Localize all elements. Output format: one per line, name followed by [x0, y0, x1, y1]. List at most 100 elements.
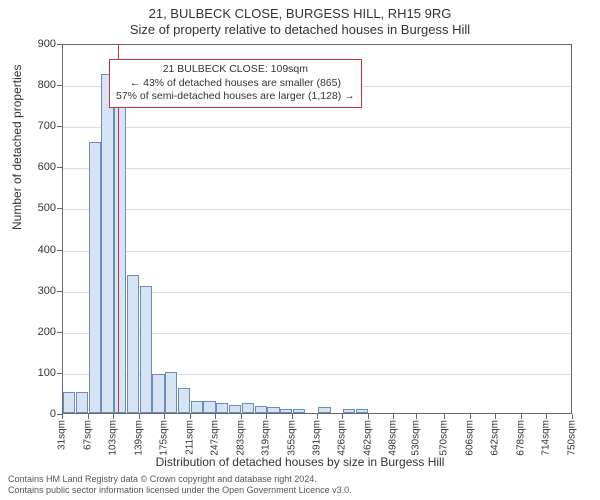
title-address: 21, BULBECK CLOSE, BURGESS HILL, RH15 9R…: [0, 6, 600, 22]
y-tick-label: 0: [16, 408, 56, 420]
histogram-bar: [203, 401, 215, 413]
x-tick-mark: [317, 414, 318, 419]
histogram-bar: [280, 409, 292, 413]
x-tick-mark: [62, 414, 63, 419]
title-subtitle: Size of property relative to detached ho…: [0, 22, 600, 38]
histogram-bar: [165, 372, 177, 413]
gridline: [63, 209, 571, 210]
x-tick-label: 31sqm: [57, 420, 68, 450]
x-tick-label: 211sqm: [184, 420, 195, 455]
footer: Contains HM Land Registry data © Crown c…: [8, 474, 352, 497]
annotation-line: ← 43% of detached houses are smaller (86…: [116, 77, 355, 91]
x-tick-mark: [215, 414, 216, 419]
x-tick-mark: [190, 414, 191, 419]
x-tick-mark: [521, 414, 522, 419]
y-tick-mark: [57, 126, 62, 127]
histogram-bar: [293, 409, 305, 413]
y-tick-mark: [57, 332, 62, 333]
histogram-bar: [101, 74, 113, 413]
x-tick-mark: [139, 414, 140, 419]
x-tick-mark: [368, 414, 369, 419]
x-tick-label: 247sqm: [210, 420, 221, 456]
histogram-bar: [255, 406, 267, 413]
x-tick-label: 642sqm: [490, 420, 501, 456]
y-tick-label: 400: [16, 244, 56, 256]
histogram-bar: [89, 142, 101, 413]
footer-line1: Contains HM Land Registry data © Crown c…: [8, 474, 352, 485]
y-tick-mark: [57, 291, 62, 292]
x-tick-label: 67sqm: [82, 420, 93, 450]
x-tick-label: 606sqm: [464, 420, 475, 456]
x-axis-label: Distribution of detached houses by size …: [0, 455, 600, 469]
histogram-bar: [63, 392, 75, 413]
y-tick-mark: [57, 85, 62, 86]
x-tick-label: 283sqm: [235, 420, 246, 456]
histogram-bar: [356, 409, 368, 413]
y-tick-mark: [57, 250, 62, 251]
histogram-bar: [267, 407, 279, 413]
annotation-line: 57% of semi-detached houses are larger (…: [116, 90, 355, 104]
chart-container: 21, BULBECK CLOSE, BURGESS HILL, RH15 9R…: [0, 0, 600, 500]
x-tick-mark: [470, 414, 471, 419]
x-tick-mark: [292, 414, 293, 419]
y-tick-mark: [57, 373, 62, 374]
y-tick-label: 300: [16, 285, 56, 297]
y-tick-label: 900: [16, 38, 56, 50]
y-tick-label: 500: [16, 202, 56, 214]
x-tick-mark: [495, 414, 496, 419]
annotation-line: 21 BULBECK CLOSE: 109sqm: [116, 63, 355, 77]
histogram-bar: [76, 392, 88, 413]
x-tick-label: 426sqm: [337, 420, 348, 456]
x-tick-label: 678sqm: [515, 420, 526, 456]
histogram-bar: [242, 403, 254, 413]
histogram-bar: [114, 92, 126, 413]
y-tick-label: 700: [16, 120, 56, 132]
x-tick-mark: [88, 414, 89, 419]
histogram-bar: [127, 275, 139, 413]
gridline: [63, 168, 571, 169]
histogram-bar: [178, 388, 190, 413]
title-block: 21, BULBECK CLOSE, BURGESS HILL, RH15 9R…: [0, 0, 600, 39]
x-tick-label: 498sqm: [388, 420, 399, 456]
plot-frame: 21 BULBECK CLOSE: 109sqm← 43% of detache…: [62, 44, 572, 414]
histogram-bar: [191, 401, 203, 413]
x-tick-mark: [546, 414, 547, 419]
y-tick-label: 600: [16, 161, 56, 173]
gridline: [63, 127, 571, 128]
x-tick-label: 139sqm: [133, 420, 144, 456]
y-tick-label: 100: [16, 367, 56, 379]
histogram-bar: [318, 407, 330, 413]
y-tick-label: 800: [16, 79, 56, 91]
x-tick-mark: [393, 414, 394, 419]
x-tick-mark: [444, 414, 445, 419]
y-tick-label: 200: [16, 326, 56, 338]
y-tick-mark: [57, 44, 62, 45]
y-tick-mark: [57, 208, 62, 209]
x-tick-label: 530sqm: [410, 420, 421, 456]
y-tick-mark: [57, 167, 62, 168]
x-tick-label: 714sqm: [541, 420, 552, 456]
histogram-bar: [140, 286, 152, 413]
footer-line2: Contains public sector information licen…: [8, 485, 352, 496]
annotation-box: 21 BULBECK CLOSE: 109sqm← 43% of detache…: [109, 59, 362, 108]
x-tick-label: 391sqm: [312, 420, 323, 456]
x-tick-mark: [416, 414, 417, 419]
x-tick-label: 103sqm: [108, 420, 119, 456]
histogram-bar: [343, 409, 355, 413]
x-tick-label: 570sqm: [439, 420, 450, 456]
x-tick-mark: [164, 414, 165, 419]
plot-area: 21 BULBECK CLOSE: 109sqm← 43% of detache…: [62, 44, 572, 414]
x-tick-label: 319sqm: [261, 420, 272, 456]
gridline: [63, 251, 571, 252]
x-tick-label: 355sqm: [286, 420, 297, 456]
x-tick-label: 750sqm: [567, 420, 578, 456]
histogram-bar: [229, 405, 241, 413]
x-tick-mark: [113, 414, 114, 419]
x-tick-mark: [266, 414, 267, 419]
x-tick-label: 462sqm: [362, 420, 373, 456]
x-tick-mark: [572, 414, 573, 419]
histogram-bar: [152, 374, 164, 413]
x-tick-mark: [342, 414, 343, 419]
x-tick-mark: [241, 414, 242, 419]
histogram-bar: [216, 403, 228, 413]
